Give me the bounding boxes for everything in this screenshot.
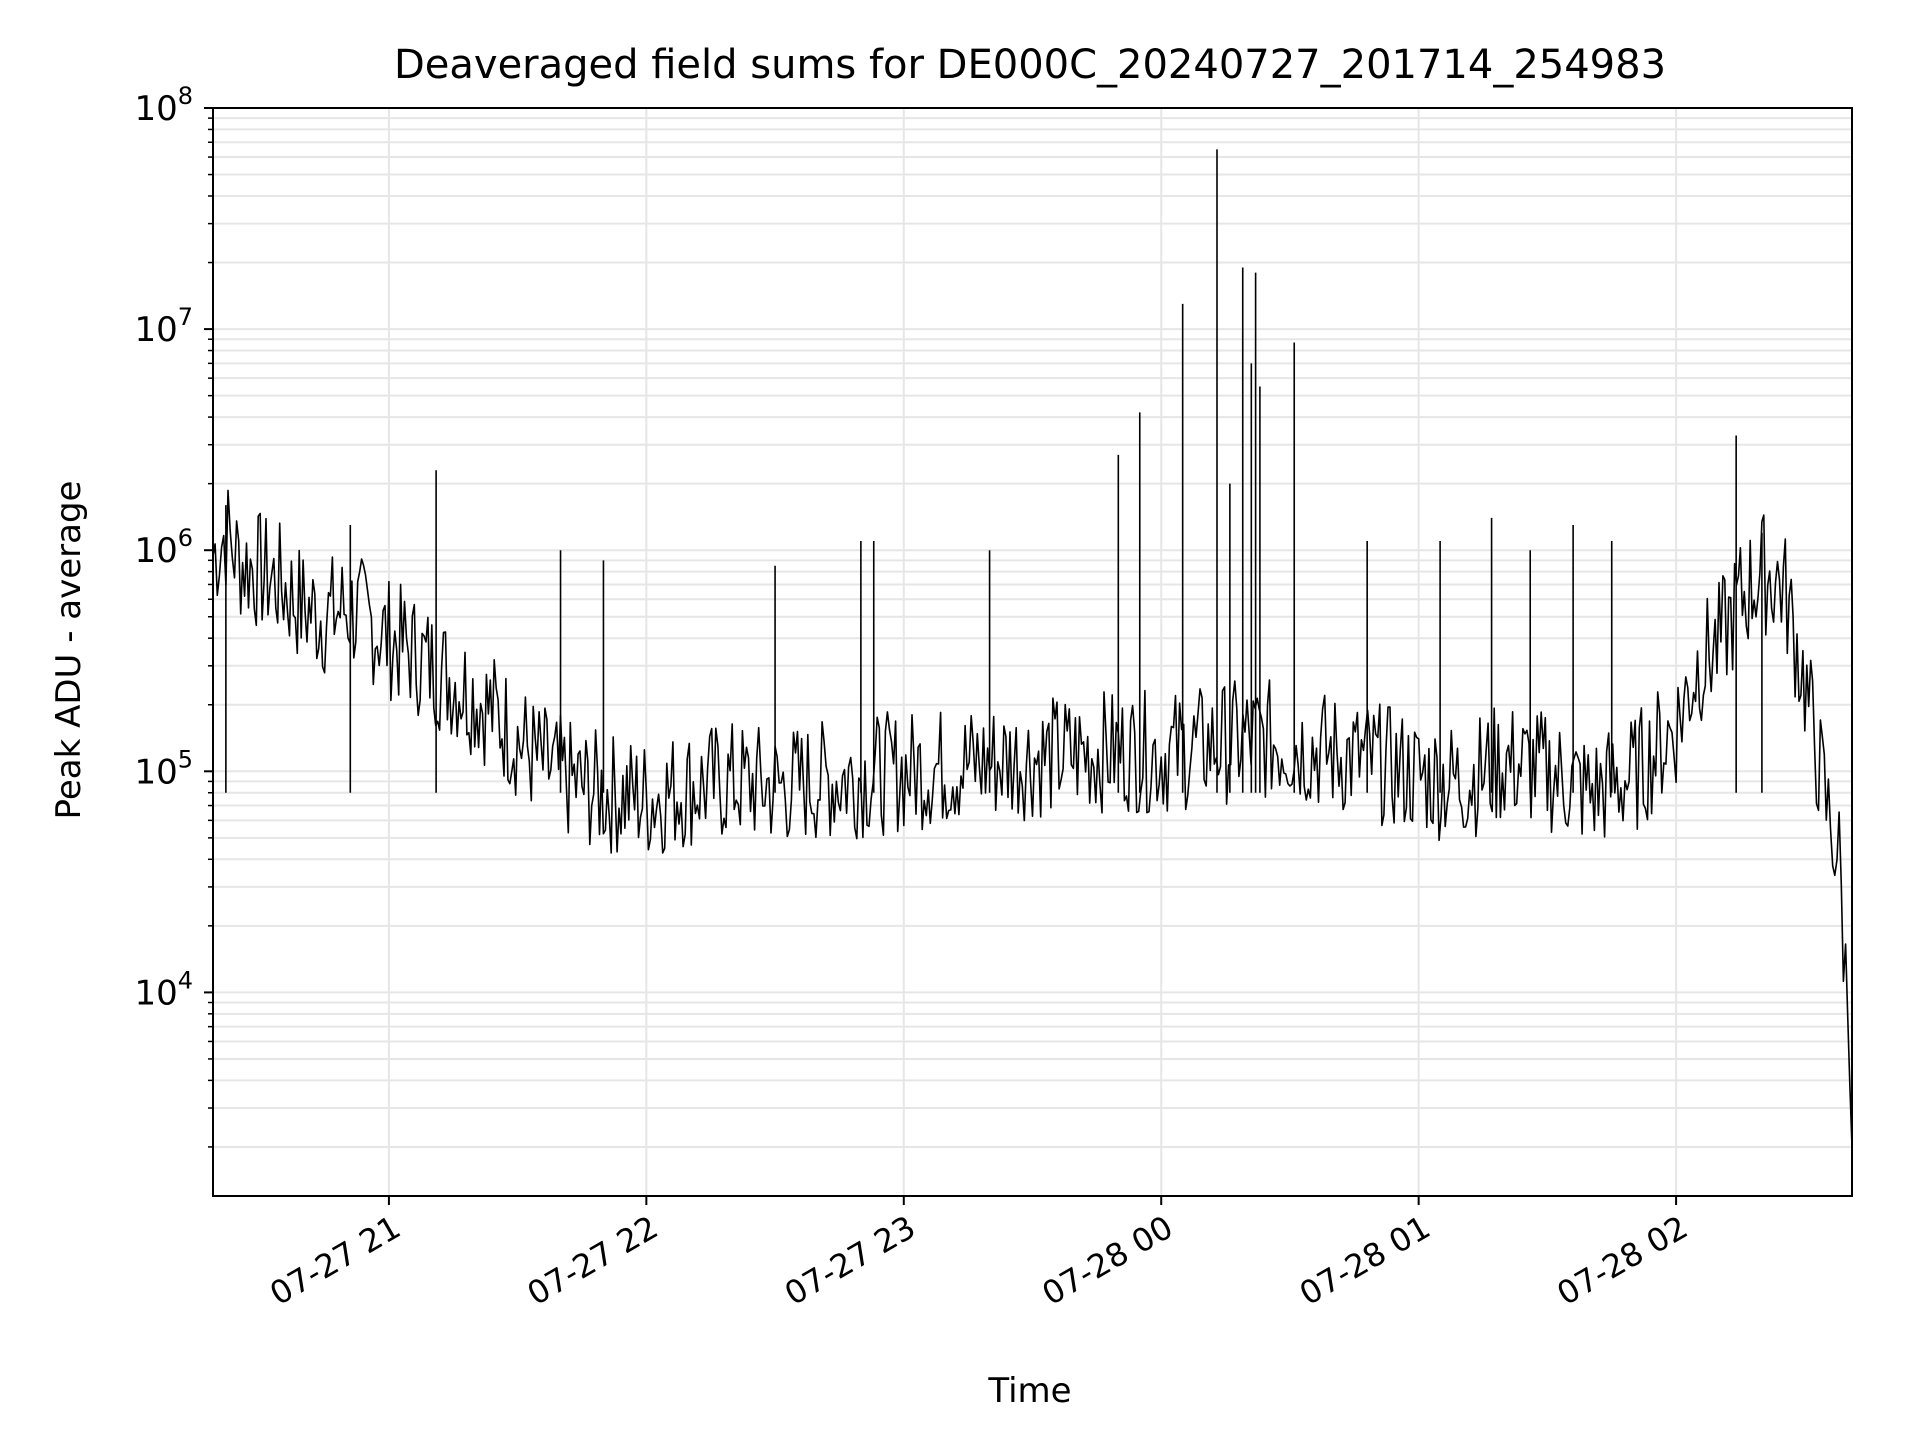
x-axis-label: Time [987,1371,1071,1411]
plot-frame [212,107,1853,1197]
y-tick-label: 108 [134,82,193,129]
y-tick-label: 104 [134,966,193,1013]
chart-title: Deaveraged field sums for DE000C_2024072… [394,42,1666,88]
data-layer [212,149,1853,1147]
series-line [212,489,1853,1147]
y-tick-label: 106 [134,524,193,571]
y-tick-label: 107 [134,303,193,350]
y-axis-label: Peak ADU - average [49,481,89,820]
y-tick-label: 105 [134,745,193,792]
